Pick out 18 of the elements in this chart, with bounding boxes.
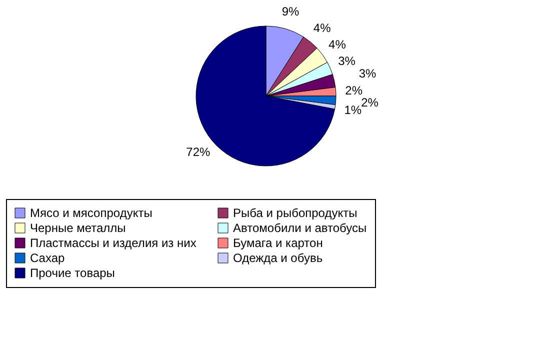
legend-label: Рыба и рыбопродукты xyxy=(233,206,358,220)
data-label: 4% xyxy=(328,37,346,52)
legend-label: Мясо и мясопродукты xyxy=(30,206,152,220)
data-label: 4% xyxy=(313,21,332,36)
data-label: 2% xyxy=(361,96,379,110)
legend-label: Бумага и картон xyxy=(233,236,323,250)
legend-label: Сахар xyxy=(30,251,66,265)
data-label: 1% xyxy=(344,102,362,117)
data-label: 3% xyxy=(338,54,356,68)
data-label: 2% xyxy=(345,83,363,98)
data-label: 9% xyxy=(282,4,300,18)
legend-label: Пластмассы и изделия из них xyxy=(30,236,196,250)
legend-label: Одежда и обувь xyxy=(233,251,323,265)
data-label: 3% xyxy=(358,66,376,80)
legend-label: Черные металлы xyxy=(30,221,126,235)
legend-label: Автомобили и автобусы xyxy=(233,221,367,235)
data-label: 72% xyxy=(186,145,211,160)
legend-label: Прочие товары xyxy=(30,266,115,280)
